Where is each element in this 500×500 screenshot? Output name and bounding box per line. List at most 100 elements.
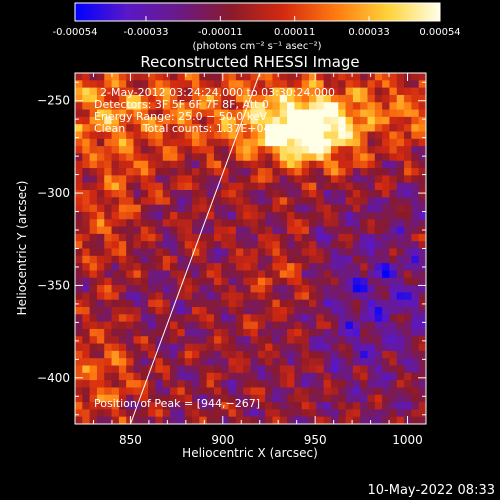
heatmap-cell <box>170 190 178 198</box>
heatmap-cell <box>228 131 237 140</box>
heatmap-cell <box>323 131 332 140</box>
heatmap-cell <box>294 182 303 191</box>
heatmap-cell <box>411 372 420 381</box>
heatmap-cell <box>206 124 215 132</box>
heatmap-cell <box>367 409 376 418</box>
heatmap-cell <box>257 124 266 132</box>
heatmap-cell <box>389 394 398 403</box>
heatmap-cell <box>396 365 405 374</box>
heatmap-cell <box>206 336 215 344</box>
heatmap-cell <box>389 387 398 396</box>
heatmap-cell <box>170 285 178 293</box>
heatmap-cell <box>316 175 325 184</box>
heatmap-cell <box>148 380 156 388</box>
heatmap-cell <box>104 307 112 315</box>
heatmap-cell <box>177 409 186 418</box>
x-tick-label: 1000 <box>392 433 423 447</box>
heatmap-cell <box>192 328 200 337</box>
heatmap-cell <box>118 387 127 396</box>
heatmap-cell <box>126 168 134 176</box>
heatmap-cell <box>199 255 208 264</box>
heatmap-cell <box>330 350 339 359</box>
heatmap-cell <box>133 146 142 154</box>
heatmap-cell <box>287 160 295 169</box>
heatmap-cell <box>82 248 91 257</box>
heatmap-cell <box>140 350 149 359</box>
heatmap-cell <box>206 402 215 410</box>
heatmap-cell <box>294 343 303 352</box>
heatmap-cell <box>279 219 288 227</box>
heatmap-cell <box>126 197 134 206</box>
heatmap-cell <box>118 307 127 315</box>
heatmap-cell <box>221 365 229 374</box>
heatmap-cell <box>89 409 98 418</box>
annotation-detectors: Detectors: 3F 5F 6F 7F 8F, Att 0 <box>94 98 269 111</box>
heatmap-cell <box>162 365 171 374</box>
heatmap-cell <box>316 285 325 293</box>
heatmap-cell <box>126 233 134 242</box>
heatmap-cell <box>148 138 156 147</box>
heatmap-cell <box>382 124 390 132</box>
heatmap-cell <box>301 270 310 279</box>
heatmap-cell <box>367 73 376 81</box>
heatmap-cell <box>243 277 251 286</box>
heatmap-cell <box>140 402 149 410</box>
heatmap-cell <box>221 73 229 81</box>
heatmap-cell <box>140 160 149 169</box>
heatmap-cell <box>199 102 208 110</box>
heatmap-cell <box>111 402 120 410</box>
heatmap-cell <box>352 197 361 206</box>
heatmap-cell <box>111 241 120 249</box>
heatmap-cell <box>367 255 376 264</box>
heatmap-cell <box>235 160 244 169</box>
heatmap-cell <box>75 160 83 169</box>
heatmap-cell <box>323 102 332 110</box>
heatmap-cell <box>213 226 222 235</box>
heatmap-cell <box>272 80 281 89</box>
heatmap-cell <box>404 314 412 323</box>
heatmap-cell <box>330 153 339 162</box>
heatmap-cell <box>316 241 325 249</box>
heatmap-cell <box>243 204 251 213</box>
heatmap-cell <box>184 321 193 330</box>
heatmap-cell <box>235 263 244 271</box>
heatmap-cell <box>272 255 281 264</box>
heatmap-cell <box>82 233 91 242</box>
heatmap-cell <box>206 394 215 403</box>
heatmap-cell <box>294 372 303 381</box>
heatmap-cell <box>111 255 120 264</box>
heatmap-cell <box>279 153 288 162</box>
heatmap-cell <box>374 372 383 381</box>
heatmap-cell <box>126 94 134 103</box>
heatmap-cell <box>404 153 412 162</box>
heatmap-cell <box>374 292 383 301</box>
heatmap-cell <box>396 124 405 132</box>
heatmap-cell <box>301 226 310 235</box>
heatmap-cell <box>374 416 383 424</box>
heatmap-cell <box>352 350 361 359</box>
heatmap-cell <box>309 109 317 118</box>
heatmap-cell <box>301 394 310 403</box>
heatmap-cell <box>287 299 295 308</box>
heatmap-cell <box>323 394 332 403</box>
heatmap-cell <box>111 94 120 103</box>
heatmap-cell <box>148 292 156 301</box>
heatmap-cell <box>82 182 91 191</box>
heatmap-cell <box>148 190 156 198</box>
heatmap-cell <box>199 175 208 184</box>
heatmap-cell <box>177 73 186 81</box>
heatmap-cell <box>89 109 98 118</box>
heatmap-cell <box>265 138 273 147</box>
heatmap-cell <box>140 73 149 81</box>
heatmap-cell <box>330 197 339 206</box>
heatmap-cell <box>111 233 120 242</box>
heatmap-cell <box>206 372 215 381</box>
heatmap-cell <box>250 153 259 162</box>
heatmap-cell <box>301 116 310 125</box>
heatmap-cell <box>374 277 383 286</box>
heatmap-cell <box>382 175 390 184</box>
heatmap-cell <box>287 109 295 118</box>
heatmap-cell <box>148 168 156 176</box>
heatmap-cell <box>352 416 361 424</box>
heatmap-cell <box>126 358 134 366</box>
